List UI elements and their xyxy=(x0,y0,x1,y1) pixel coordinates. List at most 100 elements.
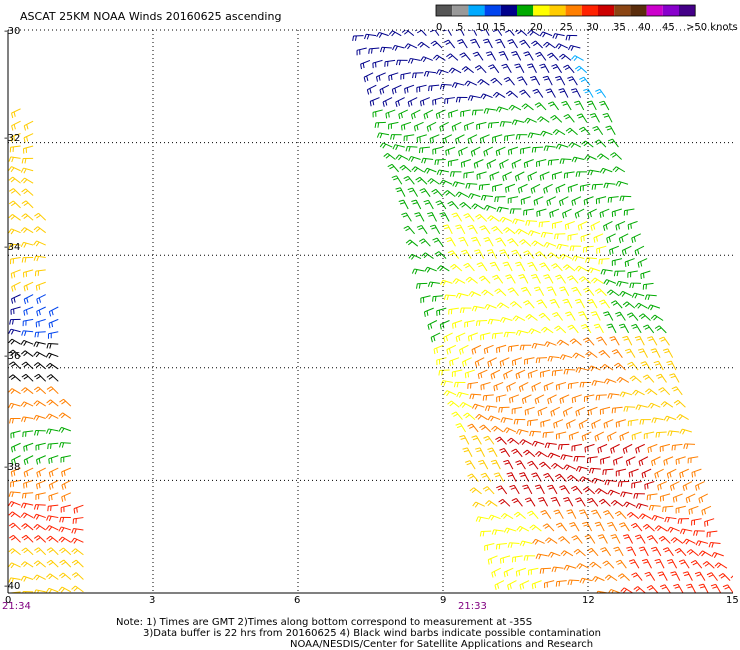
wind-barb xyxy=(45,352,59,359)
wind-barb xyxy=(539,567,551,574)
wind-barb xyxy=(523,300,535,309)
wind-barb xyxy=(435,200,447,210)
wind-barb xyxy=(654,525,668,532)
wind-barb xyxy=(452,278,466,285)
wind-barb xyxy=(503,427,517,434)
wind-barb xyxy=(604,479,617,486)
wind-barb xyxy=(490,369,501,380)
wind-barb xyxy=(483,344,494,355)
wind-barb xyxy=(626,511,640,520)
wind-barb xyxy=(642,282,654,290)
wind-barb xyxy=(594,288,607,297)
wind-barb xyxy=(71,528,84,534)
wind-barb xyxy=(597,443,608,454)
wind-barb xyxy=(539,31,553,38)
wind-barb xyxy=(421,157,434,164)
wind-barb xyxy=(695,481,705,491)
wind-barb xyxy=(679,468,690,479)
wind-barb xyxy=(635,503,649,510)
wind-barb xyxy=(439,320,450,330)
wind-barb xyxy=(486,249,497,259)
wind-barb xyxy=(571,535,583,544)
wind-barb xyxy=(663,456,674,466)
wind-barb xyxy=(21,373,34,382)
wind-barb xyxy=(527,460,539,470)
wind-barb xyxy=(9,318,21,325)
wind-barb xyxy=(503,369,513,380)
wind-barb xyxy=(581,140,594,148)
wind-barb xyxy=(620,491,633,498)
wind-barb xyxy=(487,215,500,222)
wind-barb xyxy=(404,43,418,50)
wind-barb xyxy=(602,468,614,476)
wind-barb xyxy=(631,481,642,489)
wind-barb xyxy=(464,369,475,379)
wind-barb xyxy=(539,63,550,74)
wind-barb xyxy=(587,169,600,176)
wind-barb xyxy=(567,76,578,86)
wind-barb xyxy=(706,572,718,581)
wind-barb xyxy=(440,279,453,286)
map-title: ASCAT 25KM NOAA Winds 20160625 ascending xyxy=(20,10,281,23)
wind-barb xyxy=(527,419,538,427)
wind-barb xyxy=(523,555,536,561)
wind-barb xyxy=(511,448,523,458)
wind-barb xyxy=(524,357,535,365)
wind-barb xyxy=(511,119,525,126)
wind-barb xyxy=(460,159,471,168)
wind-barb xyxy=(462,447,473,457)
wind-barb xyxy=(511,406,523,415)
wind-barb xyxy=(448,109,459,119)
wind-barb xyxy=(436,169,449,176)
wind-barb xyxy=(551,63,563,74)
wind-barb xyxy=(542,523,555,532)
wind-barb xyxy=(423,307,434,317)
wind-barb xyxy=(623,501,636,508)
legend-swatch xyxy=(581,5,598,16)
wind-barb xyxy=(691,468,702,478)
wind-barb xyxy=(631,431,642,441)
wind-barb xyxy=(551,220,563,229)
wind-barb xyxy=(419,97,430,107)
wind-barb xyxy=(536,159,547,167)
wind-barb xyxy=(559,253,572,260)
wind-barb xyxy=(691,518,702,526)
wind-barb xyxy=(658,387,671,396)
wind-barb xyxy=(8,182,9,184)
wind-barb xyxy=(629,282,641,289)
wind-barb xyxy=(600,547,612,557)
wind-barb xyxy=(527,510,539,520)
wind-barb xyxy=(451,82,465,89)
wind-barb xyxy=(498,498,511,507)
wind-barb xyxy=(543,580,555,589)
wind-barb xyxy=(503,567,514,578)
wind-barb xyxy=(8,388,21,395)
wind-barb xyxy=(615,220,626,231)
wind-barb xyxy=(607,196,619,203)
wind-barb xyxy=(583,287,595,297)
wind-barb xyxy=(648,504,661,511)
wind-barb xyxy=(523,250,535,259)
wind-barb xyxy=(527,132,540,139)
wind-barb xyxy=(492,30,503,36)
wind-barb xyxy=(375,72,386,82)
wind-barb xyxy=(559,394,570,404)
wind-barb xyxy=(631,572,643,581)
wind-barb xyxy=(459,202,472,210)
wind-barb xyxy=(72,517,84,524)
wind-barb xyxy=(565,34,578,41)
wind-barb xyxy=(579,592,583,593)
wind-barb xyxy=(566,419,576,429)
wind-barb xyxy=(637,348,648,358)
wind-barb xyxy=(658,535,671,544)
wind-barb xyxy=(21,188,34,196)
wind-barb xyxy=(436,265,450,272)
wind-barb xyxy=(599,167,613,174)
wind-barb xyxy=(580,233,591,242)
wind-barb xyxy=(617,481,630,487)
wind-barb xyxy=(459,402,473,408)
wind-barb xyxy=(467,134,478,145)
wind-barb xyxy=(479,530,492,537)
wind-barb xyxy=(584,154,597,161)
wind-barb xyxy=(535,51,547,61)
